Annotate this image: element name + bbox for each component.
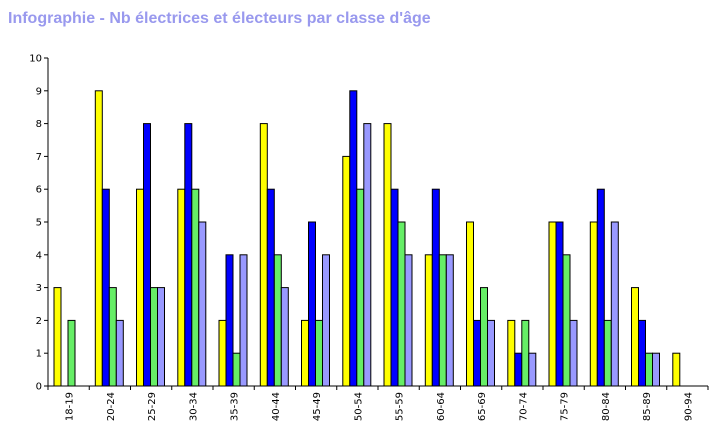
bar-35-39-series-4 [239, 254, 248, 387]
bar-60-64-series-1 [424, 254, 433, 387]
bar-30-34-series-1 [177, 188, 186, 387]
y-tick-label-5: 5 [36, 218, 42, 229]
x-tick-label-85-89: 85-89 [642, 392, 653, 421]
y-tick-label-10: 10 [29, 54, 42, 65]
y-tick-label-2: 2 [36, 316, 42, 327]
y-tick-label-1: 1 [36, 349, 42, 360]
bar-35-39-series-1 [218, 319, 227, 387]
bar-85-89-series-2 [638, 319, 646, 387]
bar-85-89-series-1 [631, 287, 639, 387]
bar-45-49-series-4 [322, 254, 330, 387]
x-tick-label-60-64: 60-64 [436, 392, 447, 421]
bar-85-89-series-3 [645, 352, 653, 387]
bar-35-39-series-3 [232, 352, 241, 387]
bar-60-64-series-4 [445, 254, 454, 387]
bar-75-79-series-4 [569, 319, 578, 387]
bar-18-19-series-1 [53, 287, 62, 387]
bar-25-29-series-2 [143, 123, 151, 387]
bar-70-74-series-2 [514, 352, 523, 387]
bar-75-79-series-2 [555, 221, 564, 387]
bar-25-29-series-1 [136, 188, 144, 387]
bar-70-74-series-1 [507, 319, 516, 387]
bar-50-54-series-1 [342, 155, 351, 387]
bar-65-69-series-1 [466, 221, 474, 387]
bar-30-34-series-4 [198, 221, 207, 387]
bar-45-49-series-2 [308, 221, 316, 387]
bar-25-29-series-3 [150, 287, 158, 387]
bar-40-44-series-4 [280, 287, 289, 387]
chart-title: Infographie - Nb électrices et électeurs… [8, 10, 431, 27]
bar-85-89-series-4 [652, 352, 660, 387]
y-tick-label-8: 8 [36, 119, 42, 130]
bar-90-94-series-1 [672, 352, 681, 387]
bar-20-24-series-1 [94, 90, 103, 387]
x-tick-label-18-19: 18-19 [65, 392, 76, 421]
y-tick-label-7: 7 [36, 152, 42, 163]
bar-45-49-series-1 [301, 319, 309, 387]
x-tick-label-55-59: 55-59 [395, 392, 406, 421]
bar-40-44-series-2 [266, 188, 275, 387]
x-tick-label-40-44: 40-44 [271, 392, 282, 421]
bar-60-64-series-3 [438, 254, 447, 387]
bar-60-64-series-2 [431, 188, 440, 387]
bar-65-69-series-3 [480, 287, 488, 387]
bars-group [53, 90, 681, 387]
y-tick-label-3: 3 [36, 283, 42, 294]
bar-20-24-series-2 [101, 188, 110, 387]
x-tick-label-65-69: 65-69 [477, 392, 488, 421]
x-tick-label-50-54: 50-54 [353, 392, 364, 421]
bar-40-44-series-3 [273, 254, 282, 387]
axes-group: 0 1 2 3 4 5 6 7 8 9 10 18-19 20-24 25-29 30-34 35-39 40-… [29, 54, 709, 421]
y-tick-label-9: 9 [36, 86, 42, 97]
x-tick-label-75-79: 75-79 [560, 392, 571, 421]
x-tick-label-80-84: 80-84 [601, 392, 612, 421]
bar-70-74-series-3 [521, 319, 530, 387]
bar-55-59-series-4 [404, 254, 413, 387]
x-tick-label-90-94: 90-94 [683, 392, 694, 421]
x-tick-label-20-24: 20-24 [106, 392, 117, 421]
bar-65-69-series-4 [487, 319, 495, 387]
bar-25-29-series-4 [157, 287, 165, 387]
bar-80-84-series-1 [589, 221, 598, 387]
bar-75-79-series-1 [548, 221, 557, 387]
bar-18-19-series-3 [67, 319, 76, 387]
bar-80-84-series-2 [596, 188, 605, 387]
bar-30-34-series-2 [184, 123, 193, 387]
bar-20-24-series-4 [115, 319, 124, 387]
bar-55-59-series-3 [397, 221, 406, 387]
x-tick-label-30-34: 30-34 [188, 392, 199, 421]
bar-75-79-series-3 [562, 254, 571, 387]
bar-65-69-series-2 [473, 319, 481, 387]
bar-40-44-series-1 [259, 123, 268, 387]
x-tick-label-70-74: 70-74 [518, 392, 529, 421]
bar-80-84-series-3 [603, 319, 612, 387]
bar-50-54-series-4 [363, 123, 372, 387]
y-tick-label-4: 4 [36, 250, 42, 261]
x-tick-label-35-39: 35-39 [230, 392, 241, 421]
x-tick-label-25-29: 25-29 [147, 392, 158, 421]
bar-30-34-series-3 [191, 188, 200, 387]
x-tick-label-45-49: 45-49 [312, 392, 323, 421]
bar-50-54-series-2 [349, 90, 358, 387]
y-tick-label-0: 0 [36, 382, 42, 393]
bar-45-49-series-3 [315, 319, 323, 387]
y-tick-label-6: 6 [36, 185, 42, 196]
bar-20-24-series-3 [108, 287, 117, 387]
bar-80-84-series-4 [610, 221, 619, 387]
bar-50-54-series-3 [356, 188, 365, 387]
bar-35-39-series-2 [225, 254, 234, 387]
bar-55-59-series-2 [390, 188, 399, 387]
bar-55-59-series-1 [383, 123, 392, 387]
bar-70-74-series-4 [528, 352, 537, 387]
